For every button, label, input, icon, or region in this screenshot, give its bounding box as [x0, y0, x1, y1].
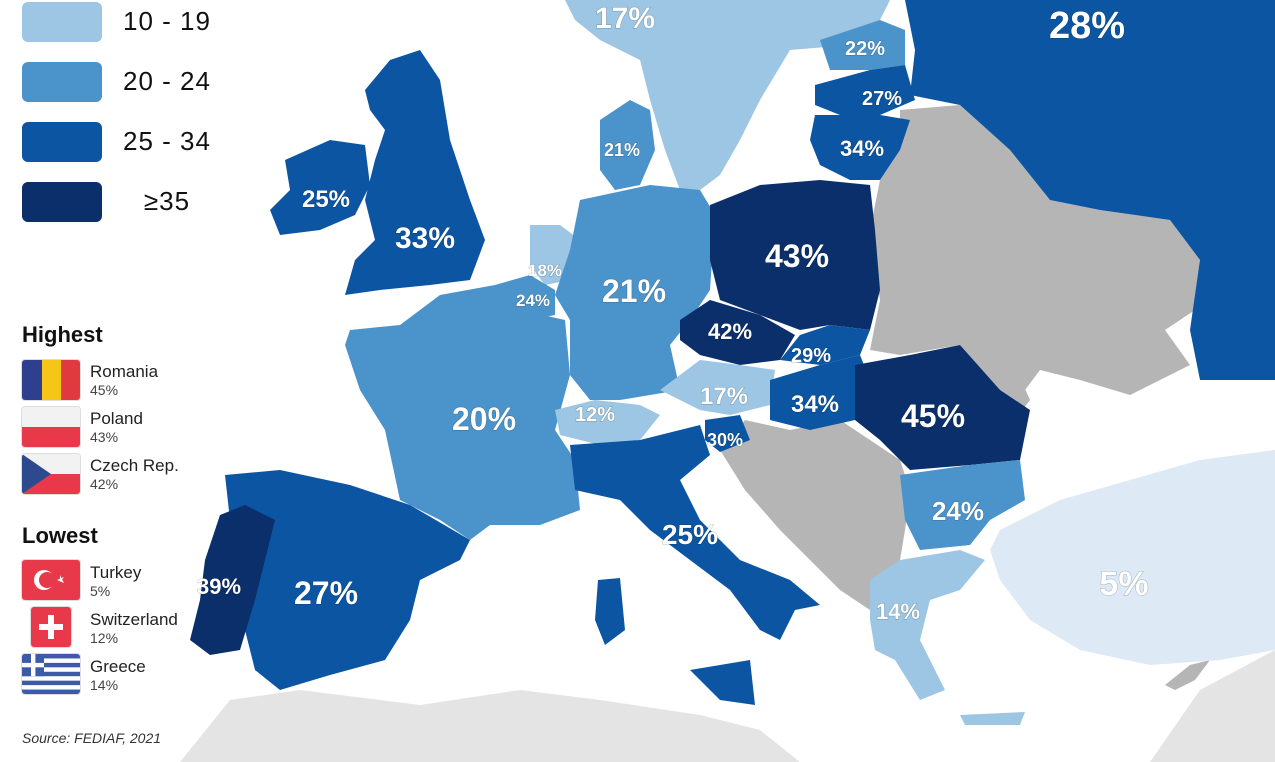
middle-east-land: [1150, 650, 1275, 762]
highest-item-name: Romania: [90, 362, 159, 381]
region-value-germany: 21%: [602, 273, 666, 309]
country-slovenia: [705, 415, 750, 452]
poland-flag-icon: [22, 407, 80, 447]
legend-label-20-24: 20 - 24: [123, 66, 211, 96]
legend-label-25-34: 25 - 34: [123, 126, 211, 156]
region-value-spain: 27%: [294, 575, 358, 611]
lowest-item-name: Switzerland: [90, 610, 178, 629]
country-portugal: [190, 505, 275, 655]
country-czech-republic: [680, 300, 795, 365]
turkey-flag-icon: [22, 560, 80, 600]
legend-label-10-19: 10 - 19: [123, 6, 211, 36]
region-value-portugal: 39%: [197, 574, 241, 599]
country-latvia: [815, 65, 915, 115]
greece-flag-icon: [22, 654, 80, 694]
region-value-latvia: 27%: [862, 88, 902, 110]
country-sweden-finland: [565, 0, 890, 190]
czech-flag-icon: [22, 454, 80, 494]
balkans-region: [720, 420, 910, 610]
country-switzerland: [555, 400, 660, 445]
legend-label-35-plus: ≥35: [143, 186, 191, 216]
highest-item-value: 42%: [90, 476, 119, 492]
highest-item-name: Czech Rep.: [90, 456, 179, 475]
region-value-estonia: 22%: [845, 38, 885, 60]
highest-title: Highest: [22, 322, 103, 347]
region-value-austria: 17%: [700, 383, 748, 410]
country-lithuania: [810, 115, 910, 180]
country-united-kingdom: [345, 50, 485, 295]
region-value-ireland: 25%: [302, 186, 350, 213]
country-russia: [905, 0, 1275, 380]
region-value-lithuania: 34%: [840, 136, 884, 161]
country-belgium: [495, 275, 555, 320]
region-value-hungary: 34%: [791, 391, 839, 418]
country-romania: [855, 345, 1030, 470]
switzerland-flag-icon: [31, 607, 71, 647]
legend-swatch-20-24: [22, 62, 102, 102]
source-note: Source: FEDIAF, 2021: [22, 730, 162, 746]
region-value-turkey: 5%: [1099, 565, 1148, 603]
country-estonia: [820, 20, 905, 70]
highest-item-value: 45%: [90, 382, 119, 398]
region-value-romania: 45%: [901, 398, 965, 434]
lowest-item-value: 12%: [90, 630, 119, 646]
belarus-ukraine-region: [870, 105, 1200, 410]
region-value-united-kingdom: 33%: [395, 222, 455, 255]
country-slovakia: [780, 325, 870, 365]
region-value-greece: 14%: [876, 599, 920, 624]
country-italy: [570, 425, 820, 640]
region-value-czech-republic: 42%: [708, 319, 752, 344]
region-value-poland: 43%: [765, 238, 829, 274]
country-germany: [555, 185, 715, 400]
region-value-switzerland: 12%: [575, 404, 615, 426]
country-hungary: [770, 355, 870, 430]
country-bulgaria: [900, 460, 1025, 550]
highest-item-value: 43%: [90, 429, 119, 445]
lowest-item-name: Turkey: [90, 563, 142, 582]
lowest-title: Lowest: [22, 523, 98, 548]
lowest-item-value: 14%: [90, 677, 119, 693]
legend-swatch-10-19: [22, 2, 102, 42]
country-ireland: [270, 140, 370, 235]
country-turkey: [990, 450, 1275, 665]
region-value-belgium: 24%: [516, 291, 550, 310]
country-italy-sicily: [690, 660, 755, 705]
country-greece: [870, 550, 985, 700]
north-africa-land: [180, 690, 800, 762]
region-value-netherlands: 18%: [528, 261, 562, 280]
romania-flag-icon: [22, 360, 80, 400]
region-value-sweden: 17%: [595, 2, 655, 35]
country-spain: [225, 470, 470, 690]
country-france: [345, 285, 580, 540]
region-value-slovakia: 29%: [791, 345, 831, 367]
country-greece-crete: [960, 712, 1025, 725]
region-value-slovenia: 30%: [707, 430, 743, 450]
region-value-france: 20%: [452, 401, 516, 437]
region-value-italy: 25%: [662, 519, 718, 550]
moldova-region: [985, 345, 1030, 420]
country-poland: [710, 180, 880, 330]
legend-swatch-25-34: [22, 122, 102, 162]
region-value-russia: 28%: [1049, 5, 1125, 47]
country-italy-sardinia: [595, 578, 625, 645]
country-denmark: [600, 100, 655, 190]
highest-item-name: Poland: [90, 409, 143, 428]
region-value-denmark: 21%: [604, 140, 640, 160]
legend-swatch-35-plus: [22, 182, 102, 222]
country-austria: [660, 360, 775, 415]
region-value-bulgaria: 24%: [932, 496, 984, 526]
lowest-item-name: Greece: [90, 657, 146, 676]
cyprus-island: [1165, 660, 1210, 690]
lowest-item-value: 5%: [90, 583, 111, 599]
